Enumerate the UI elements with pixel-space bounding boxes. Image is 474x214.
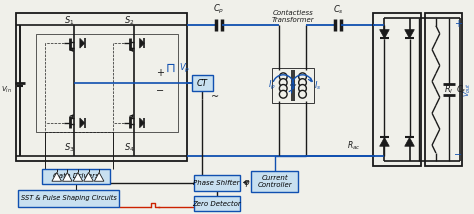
Bar (36, 34, 178, 132)
Polygon shape (405, 138, 414, 146)
Bar (42, 169, 109, 184)
Polygon shape (63, 172, 72, 181)
Polygon shape (84, 172, 93, 181)
Text: +: + (156, 68, 164, 78)
Text: $I_p$: $I_p$ (268, 79, 275, 92)
Text: Zero Detector: Zero Detector (192, 201, 241, 207)
Polygon shape (405, 30, 414, 38)
Circle shape (279, 85, 287, 92)
Polygon shape (380, 138, 389, 146)
Text: CT: CT (197, 79, 208, 88)
Bar (193, 196, 240, 211)
Polygon shape (94, 172, 104, 181)
Text: Gate Drivers: Gate Drivers (53, 173, 99, 179)
Polygon shape (140, 118, 145, 128)
Polygon shape (80, 118, 85, 128)
Polygon shape (140, 38, 145, 48)
Text: $V_p$: $V_p$ (179, 62, 191, 75)
Text: $\varphi$: $\varphi$ (243, 178, 250, 189)
Text: $V_{in}$: $V_{in}$ (1, 85, 12, 95)
Text: Current
Controller: Current Controller (257, 175, 292, 188)
Bar (16, 13, 187, 161)
Bar (251, 171, 298, 192)
Text: +: + (454, 19, 462, 29)
Polygon shape (73, 172, 83, 181)
Text: SST & Pulse Shaping Circuits: SST & Pulse Shaping Circuits (21, 195, 117, 201)
Text: $V_{out}$: $V_{out}$ (463, 82, 473, 97)
Polygon shape (52, 172, 62, 181)
Text: −: − (454, 150, 462, 160)
Text: Contactless
Transformer: Contactless Transformer (272, 10, 314, 23)
Polygon shape (380, 30, 389, 38)
Text: −: − (156, 86, 164, 96)
Circle shape (299, 85, 306, 92)
Circle shape (299, 90, 306, 98)
Text: $S_3$: $S_3$ (64, 141, 74, 154)
Circle shape (279, 73, 287, 81)
Circle shape (299, 79, 306, 86)
Bar (191, 75, 213, 91)
Text: $R_l$: $R_l$ (444, 83, 453, 96)
Text: $\sqcap$: $\sqcap$ (165, 62, 176, 75)
Circle shape (299, 73, 306, 81)
Text: $C_s$: $C_s$ (333, 3, 344, 16)
Text: $C_f$: $C_f$ (456, 83, 467, 96)
Text: $C_p$: $C_p$ (213, 3, 224, 16)
Bar (425, 13, 462, 166)
Text: $S_1$: $S_1$ (64, 14, 74, 27)
Bar (272, 68, 314, 103)
Text: $R_{ac}$: $R_{ac}$ (347, 140, 360, 153)
Text: ~: ~ (289, 80, 297, 91)
Text: $S_4$: $S_4$ (124, 141, 134, 154)
Bar (18, 190, 119, 207)
Polygon shape (80, 38, 85, 48)
Circle shape (279, 79, 287, 86)
Text: ~: ~ (211, 92, 219, 102)
Bar (193, 175, 240, 191)
Text: $S_2$: $S_2$ (124, 14, 134, 27)
Bar (373, 13, 421, 166)
Text: Phase Shifter: Phase Shifter (193, 180, 240, 186)
Circle shape (279, 90, 287, 98)
Text: $I_s$: $I_s$ (314, 79, 321, 92)
